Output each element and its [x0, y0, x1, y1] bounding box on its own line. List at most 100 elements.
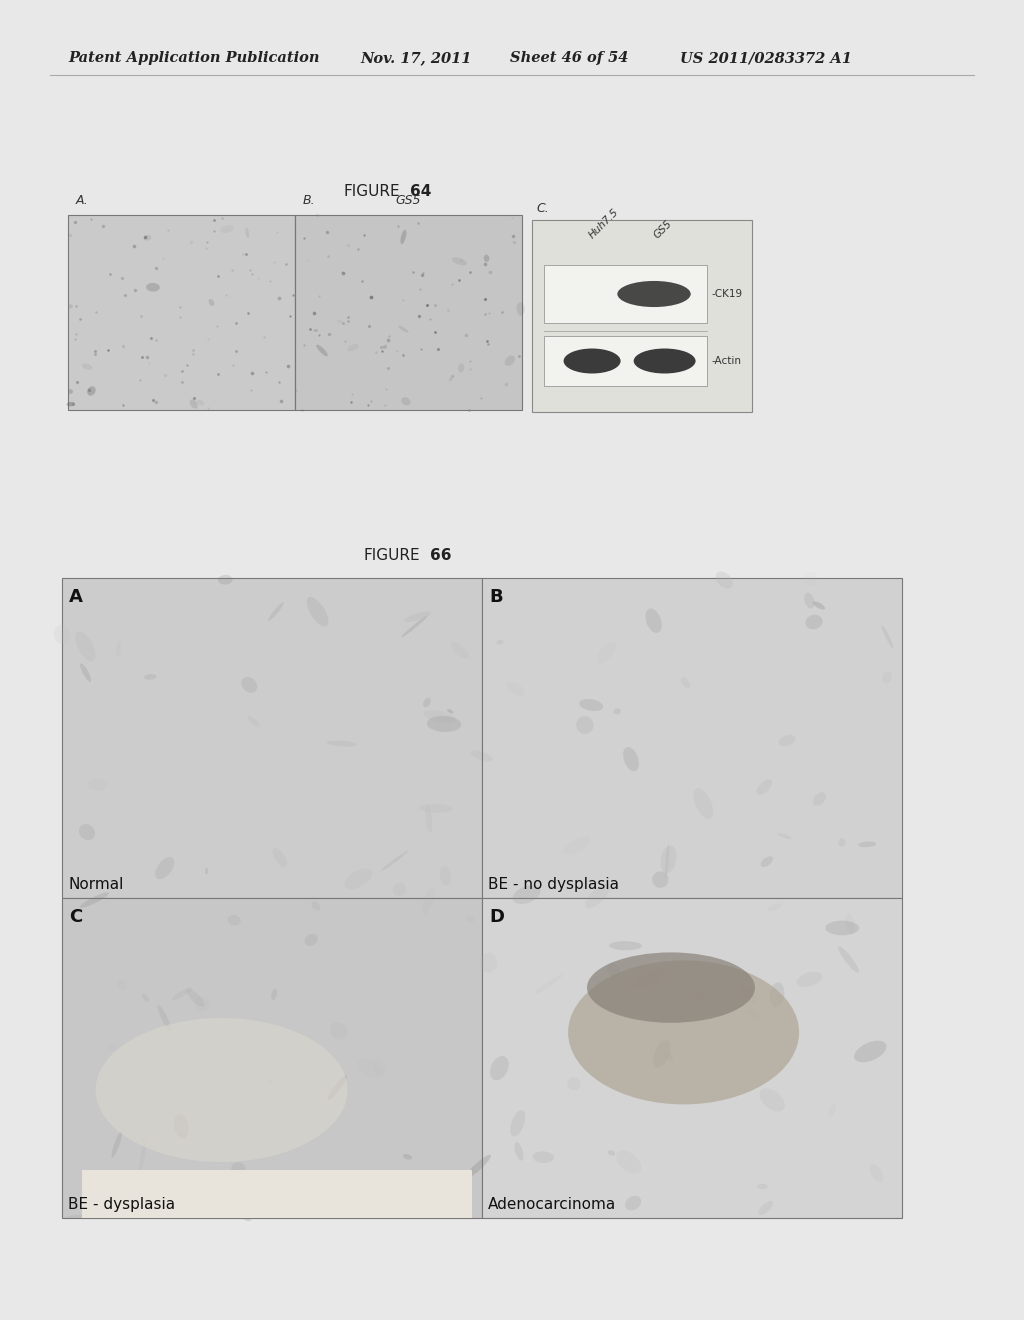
Ellipse shape	[813, 602, 825, 610]
Ellipse shape	[87, 387, 95, 396]
Ellipse shape	[422, 886, 435, 913]
Ellipse shape	[767, 903, 782, 911]
Ellipse shape	[272, 847, 287, 867]
Ellipse shape	[146, 282, 160, 292]
Ellipse shape	[383, 345, 387, 348]
Ellipse shape	[401, 615, 427, 638]
Ellipse shape	[839, 838, 846, 846]
Ellipse shape	[615, 1151, 641, 1173]
Ellipse shape	[195, 997, 209, 1011]
Ellipse shape	[465, 1155, 490, 1179]
Ellipse shape	[174, 1114, 188, 1139]
Ellipse shape	[327, 741, 357, 747]
Ellipse shape	[242, 677, 257, 693]
Ellipse shape	[307, 597, 329, 627]
Ellipse shape	[330, 1022, 348, 1040]
Ellipse shape	[458, 363, 464, 372]
Ellipse shape	[423, 710, 456, 723]
Ellipse shape	[108, 1043, 116, 1051]
Ellipse shape	[652, 871, 669, 888]
Text: GS5: GS5	[395, 194, 421, 207]
Text: B.: B.	[303, 194, 315, 207]
Ellipse shape	[451, 642, 469, 659]
Ellipse shape	[344, 869, 373, 890]
Ellipse shape	[381, 850, 409, 871]
Text: D: D	[489, 908, 504, 927]
Ellipse shape	[68, 389, 73, 393]
Ellipse shape	[625, 1196, 641, 1210]
Ellipse shape	[514, 1142, 523, 1160]
Ellipse shape	[220, 226, 233, 234]
Ellipse shape	[221, 1175, 250, 1189]
Ellipse shape	[804, 572, 817, 586]
Text: FIGURE: FIGURE	[364, 548, 420, 562]
Ellipse shape	[716, 572, 733, 589]
Ellipse shape	[234, 1201, 252, 1221]
Text: Adenocarcinoma: Adenocarcinoma	[488, 1197, 616, 1212]
Ellipse shape	[507, 682, 525, 696]
Ellipse shape	[117, 642, 121, 657]
Ellipse shape	[813, 792, 826, 805]
Ellipse shape	[231, 1162, 246, 1176]
Ellipse shape	[452, 1173, 459, 1185]
Ellipse shape	[882, 626, 893, 648]
Text: -CK19: -CK19	[712, 289, 743, 300]
Ellipse shape	[596, 643, 615, 664]
Text: A.: A.	[76, 194, 89, 207]
Ellipse shape	[328, 1076, 347, 1101]
Ellipse shape	[563, 837, 591, 854]
Ellipse shape	[778, 735, 796, 746]
Ellipse shape	[613, 709, 621, 714]
Ellipse shape	[838, 946, 859, 973]
Text: BE - dysplasia: BE - dysplasia	[68, 1197, 175, 1212]
Ellipse shape	[580, 698, 603, 711]
Bar	[82, 1170, 472, 1218]
Text: Huh7.5: Huh7.5	[587, 206, 621, 240]
Text: 64: 64	[410, 185, 431, 199]
Ellipse shape	[607, 962, 620, 978]
Ellipse shape	[535, 974, 563, 994]
Ellipse shape	[267, 1080, 272, 1084]
Bar	[68, 215, 295, 411]
Ellipse shape	[757, 1184, 768, 1189]
Ellipse shape	[741, 987, 757, 1002]
Ellipse shape	[617, 281, 691, 308]
Bar	[544, 337, 707, 385]
Ellipse shape	[825, 920, 859, 936]
Ellipse shape	[845, 913, 855, 933]
Ellipse shape	[112, 1131, 122, 1158]
Ellipse shape	[156, 857, 174, 879]
Ellipse shape	[447, 709, 454, 714]
Ellipse shape	[665, 843, 670, 878]
Ellipse shape	[452, 257, 467, 265]
Ellipse shape	[439, 866, 452, 886]
Ellipse shape	[770, 982, 784, 1007]
Ellipse shape	[563, 348, 621, 374]
Ellipse shape	[393, 883, 407, 896]
Ellipse shape	[189, 400, 198, 409]
Ellipse shape	[95, 1018, 347, 1162]
Ellipse shape	[209, 300, 214, 306]
Ellipse shape	[624, 747, 639, 771]
Ellipse shape	[419, 804, 453, 813]
Ellipse shape	[80, 664, 91, 682]
Ellipse shape	[635, 969, 664, 987]
Ellipse shape	[567, 1077, 581, 1090]
Text: Patent Application Publication: Patent Application Publication	[68, 51, 319, 65]
Ellipse shape	[423, 698, 431, 708]
Text: BE - no dysplasia: BE - no dysplasia	[488, 876, 618, 892]
Bar	[62, 898, 482, 1218]
Ellipse shape	[497, 640, 504, 644]
Ellipse shape	[681, 677, 690, 688]
Text: B: B	[489, 587, 503, 606]
Ellipse shape	[513, 886, 541, 904]
Ellipse shape	[227, 915, 241, 925]
Ellipse shape	[357, 1059, 381, 1078]
Ellipse shape	[347, 345, 358, 351]
Ellipse shape	[854, 1040, 887, 1063]
Ellipse shape	[425, 807, 432, 833]
Ellipse shape	[483, 255, 489, 261]
Ellipse shape	[587, 953, 755, 1023]
Ellipse shape	[144, 235, 152, 240]
Ellipse shape	[82, 363, 92, 370]
